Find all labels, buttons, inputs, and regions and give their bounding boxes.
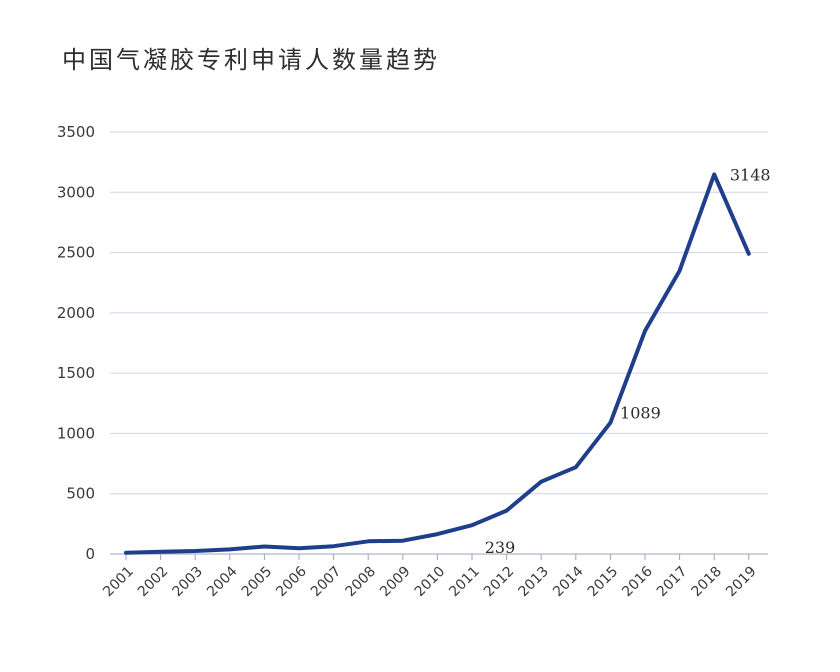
x-tick-label: 2010: [412, 564, 449, 601]
series-line: [124, 172, 751, 555]
x-tick-label: 2019: [723, 564, 760, 601]
x-tick-label: 2002: [135, 564, 172, 601]
data-label: 3148: [730, 165, 771, 184]
x-tick-label: 2014: [550, 563, 587, 600]
x-tick-label: 2006: [273, 563, 310, 600]
x-tick-label: 2001: [100, 564, 137, 601]
gridlines: [110, 131, 768, 495]
x-tick-label: 2005: [239, 564, 276, 601]
x-tick-label: 2016: [619, 563, 656, 600]
y-tick-label: 2500: [57, 244, 95, 262]
x-tick-label: 2008: [343, 564, 380, 601]
x-tick-label: 2017: [654, 564, 691, 601]
y-tick-label: 500: [66, 485, 95, 503]
x-tick-label: 2013: [516, 564, 553, 601]
data-label: 1089: [620, 404, 661, 423]
x-tick-label: 2009: [377, 564, 414, 601]
data-labels: 239 1089 3148: [485, 165, 771, 557]
series-group: [124, 172, 751, 555]
x-axis-ticks: 2001200220032004200520062007200820092010…: [100, 554, 760, 601]
y-tick-label: 1500: [57, 364, 95, 382]
y-tick-label: 1000: [57, 424, 95, 442]
y-tick-label: 3000: [57, 183, 95, 201]
x-tick-label: 2003: [170, 564, 207, 601]
x-tick-label: 2011: [446, 564, 483, 601]
data-label: 239: [485, 538, 516, 557]
x-tick-label: 2018: [689, 564, 726, 601]
chart-title: 中国气凝胶专利申请人数量趋势: [62, 46, 440, 74]
x-tick-label: 2012: [481, 564, 518, 601]
x-tick-label: 2015: [585, 564, 622, 601]
y-axis-ticks: 0 500 1000 1500 2000 2500 3000 3500: [57, 123, 95, 563]
y-tick-label: 2000: [57, 304, 95, 322]
y-tick-label: 0: [85, 545, 95, 563]
x-tick-label: 2007: [308, 564, 345, 601]
y-tick-label: 3500: [57, 123, 95, 141]
x-tick-label: 2004: [204, 563, 241, 600]
